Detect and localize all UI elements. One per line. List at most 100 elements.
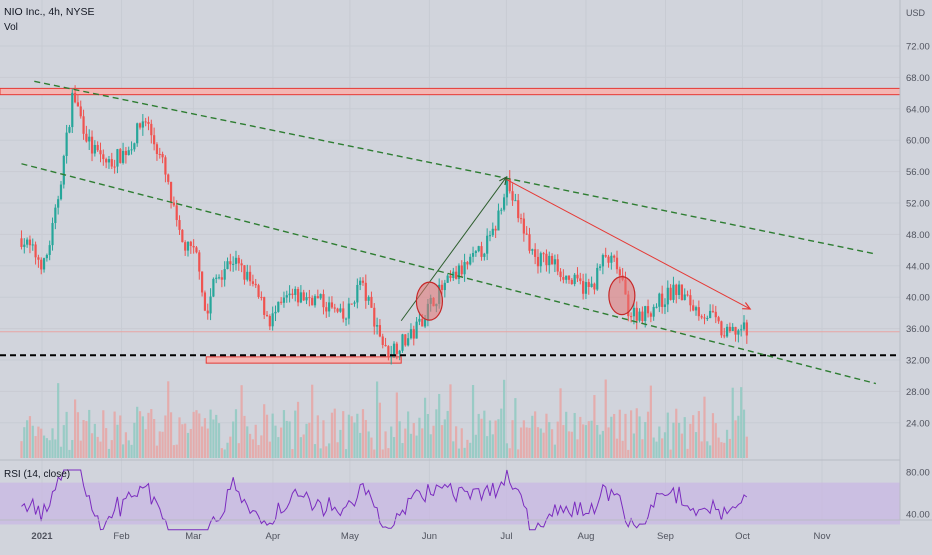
candle-body — [392, 343, 396, 355]
candle-body — [175, 205, 178, 221]
volume-bar — [93, 423, 96, 458]
candle-body — [466, 262, 469, 265]
candle-body — [635, 307, 638, 321]
volume-bar — [598, 434, 602, 458]
candle-body — [497, 210, 500, 231]
volume-bar — [517, 449, 520, 458]
candle-body — [201, 271, 204, 293]
x-tick-label: Oct — [735, 531, 750, 542]
candle-body — [144, 121, 147, 123]
candle-body — [576, 274, 579, 279]
candle-body — [553, 259, 557, 265]
candle-body — [206, 310, 209, 314]
volume-bar — [723, 442, 726, 458]
candle-body — [325, 307, 328, 312]
candle-body — [319, 294, 322, 299]
volume-bar — [632, 433, 636, 458]
volume-bar — [40, 428, 43, 458]
volume-bar — [257, 445, 260, 458]
symbol-title[interactable]: NIO Inc., 4h, NYSE — [4, 6, 95, 18]
candle-body — [76, 102, 80, 107]
volume-bar — [305, 423, 308, 458]
candle-body — [45, 254, 48, 259]
volume-bar — [195, 410, 198, 458]
volume-bar — [299, 437, 302, 458]
candle-body — [271, 313, 274, 327]
volume-bar — [288, 421, 291, 458]
candle-body — [556, 259, 559, 272]
volume-bar — [508, 448, 511, 458]
volume-bar — [522, 420, 525, 458]
candle-body — [511, 191, 514, 201]
candle-body — [186, 241, 190, 251]
candle-body — [514, 200, 517, 202]
candle-body — [308, 297, 311, 299]
volume-bar — [745, 436, 748, 458]
volume-bar — [353, 422, 356, 458]
candle-body — [248, 271, 252, 282]
candle-body — [316, 296, 319, 299]
candle-body — [384, 344, 387, 347]
x-tick-label: Apr — [266, 531, 281, 542]
candle-body — [85, 133, 88, 142]
candle-body — [285, 295, 288, 298]
candle-body — [291, 293, 294, 295]
volume-bar — [42, 435, 46, 458]
volume-bar — [198, 413, 201, 458]
volume-bar — [124, 432, 128, 458]
volume-bar — [621, 440, 624, 458]
volume-bar — [709, 445, 712, 458]
volume-bar — [48, 440, 51, 458]
candle-body — [646, 306, 650, 314]
volume-bar — [285, 420, 288, 458]
volume-bar — [59, 446, 63, 458]
candle-body — [539, 253, 542, 267]
candle-body — [672, 284, 675, 300]
candle-body — [234, 257, 238, 264]
candle-body — [282, 297, 286, 303]
candle-body — [505, 178, 509, 198]
volume-bar — [502, 379, 506, 458]
volume-bar — [121, 444, 125, 458]
candle-body — [562, 277, 565, 280]
support-zone — [205, 356, 402, 364]
volume-bar — [76, 412, 80, 458]
candle-body — [184, 242, 187, 251]
volume-bar — [536, 427, 540, 458]
volume-bar — [26, 420, 29, 458]
candle-body — [330, 302, 334, 308]
candle-body — [57, 199, 60, 208]
y-tick-label: 24.00 — [906, 418, 930, 429]
candle-body — [192, 245, 195, 248]
volume-bar — [71, 440, 74, 458]
candle-body — [88, 136, 91, 142]
volume-bar — [229, 436, 232, 458]
volume-bar — [339, 429, 342, 458]
volume-bar — [319, 448, 322, 458]
volume-bar — [525, 427, 528, 458]
x-tick-label: Mar — [185, 531, 201, 542]
volume-bar — [539, 428, 542, 458]
candle-body — [257, 285, 260, 297]
rsi-tick-label: 80.00 — [906, 468, 930, 479]
highlight-circle — [608, 276, 636, 316]
candle-body — [274, 311, 277, 314]
volume-bar — [579, 416, 582, 458]
volume-bar — [110, 440, 113, 458]
volume-bar — [680, 433, 684, 458]
candle-body — [280, 301, 283, 303]
volume-bar — [497, 419, 500, 458]
volume-bar — [457, 448, 461, 458]
candle-body — [181, 229, 184, 243]
volume-bar — [127, 440, 130, 458]
volume-bar — [683, 417, 686, 458]
rsi-label[interactable]: RSI (14, close) — [4, 469, 71, 480]
volume-bar — [392, 437, 396, 458]
candle-body — [477, 246, 480, 252]
candle-body — [37, 257, 40, 260]
candle-body — [717, 317, 720, 322]
volume-indicator-label[interactable]: Vol — [4, 22, 18, 33]
candle-body — [655, 306, 658, 308]
